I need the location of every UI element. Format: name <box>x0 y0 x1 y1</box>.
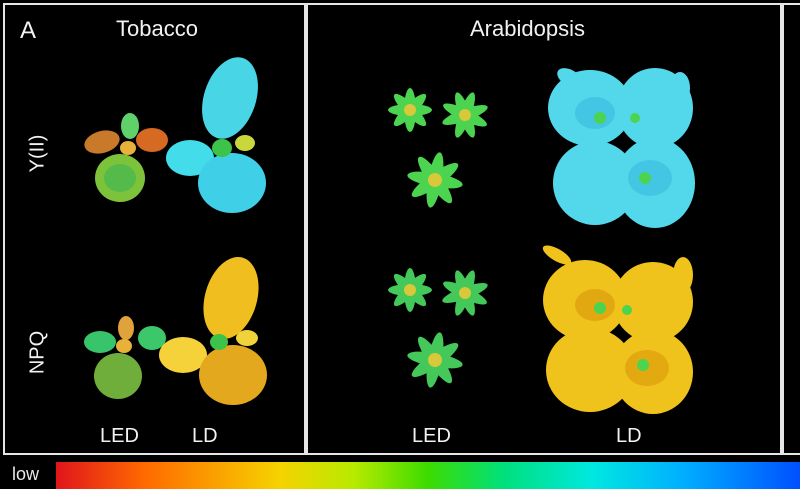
arabidopsis-title: Arabidopsis <box>470 16 585 41</box>
arabidopsis-led-yii-rosettes <box>388 88 488 208</box>
tobacco-panel <box>3 3 306 455</box>
panel-letter: A <box>20 17 37 44</box>
row-label-yii: Y(II) <box>26 134 49 173</box>
tobacco-ld-npq-plant <box>159 256 267 405</box>
colorbar-gradient <box>56 462 800 489</box>
tobacco-led-label: LED <box>100 425 139 447</box>
arabidopsis-panel <box>306 3 782 455</box>
arabidopsis-ld-npq-rosettes <box>542 245 693 414</box>
tobacco-title: Tobacco <box>116 16 198 41</box>
colorbar-low-label: low <box>12 464 40 484</box>
row-label-npq: NPQ <box>26 330 49 375</box>
arabidopsis-led-label: LED <box>412 425 451 447</box>
tobacco-led-npq-plant <box>84 316 166 399</box>
tobacco-ld-label: LD <box>192 425 218 447</box>
arabidopsis-ld-label: LD <box>616 425 642 447</box>
arabidopsis-ld-yii-rosettes <box>548 68 695 228</box>
tobacco-led-yii-plant <box>84 113 168 202</box>
tobacco-ld-yii-plant <box>166 57 266 213</box>
next-panel-edge <box>782 3 800 455</box>
arabidopsis-led-npq-rosettes <box>388 268 488 388</box>
